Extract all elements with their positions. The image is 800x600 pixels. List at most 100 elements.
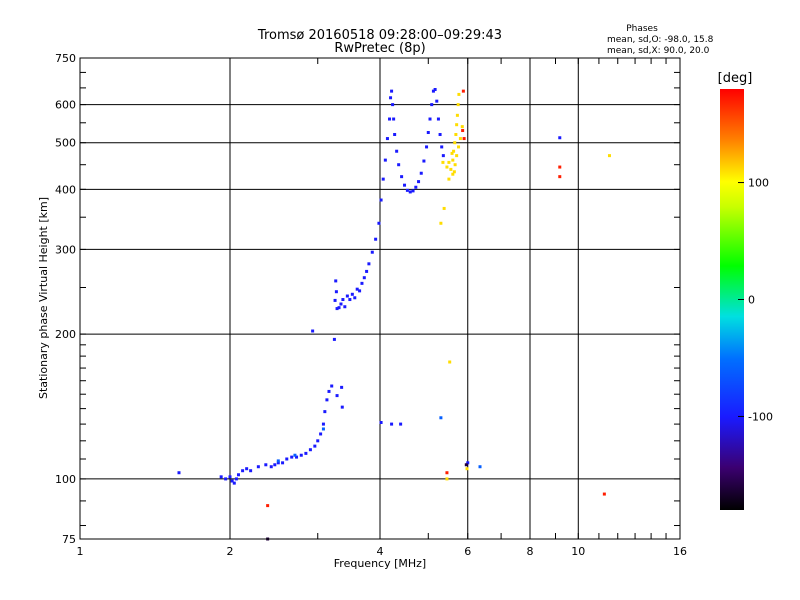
data-point <box>293 453 297 457</box>
chart-subtitle: RwPretec (8p) <box>334 41 425 56</box>
data-point <box>333 298 337 302</box>
data-point <box>451 158 455 162</box>
plot-frame <box>79 57 681 540</box>
data-point <box>276 461 280 465</box>
data-point <box>390 89 394 93</box>
data-point <box>266 504 270 508</box>
data-point <box>422 159 426 163</box>
data-point <box>348 298 352 302</box>
data-point <box>219 475 223 479</box>
colorbar-label: [deg] <box>718 71 753 86</box>
data-point <box>607 154 611 158</box>
x-tick-labels: 1 2 4 6 8 10 16 <box>77 545 688 558</box>
data-point <box>327 389 331 393</box>
x-tick-label: 16 <box>673 545 687 558</box>
data-point <box>311 329 315 333</box>
data-point <box>441 154 445 158</box>
data-point <box>334 290 338 294</box>
data-point <box>374 237 378 241</box>
data-point <box>395 149 399 153</box>
data-point <box>273 463 277 467</box>
data-point <box>403 183 407 187</box>
y-tick-label: 100 <box>55 473 76 486</box>
data-point <box>358 289 362 293</box>
data-point <box>456 103 460 107</box>
data-point <box>447 177 451 181</box>
data-point <box>370 250 374 254</box>
data-point <box>269 465 273 469</box>
y-tick-label: 200 <box>55 328 76 341</box>
data-point <box>389 96 393 100</box>
data-point <box>460 125 464 129</box>
data-point <box>391 103 395 107</box>
data-point <box>405 188 409 192</box>
data-point <box>230 479 234 483</box>
data-point <box>345 294 349 298</box>
y-tick-label: 75 <box>62 533 76 546</box>
data-point <box>461 129 465 133</box>
data-point <box>304 451 308 455</box>
data-point <box>256 465 260 469</box>
data-point <box>445 165 449 169</box>
data-point <box>249 469 253 473</box>
data-point <box>445 471 449 475</box>
data-point <box>360 281 364 285</box>
data-point <box>362 276 366 280</box>
data-point <box>447 160 451 164</box>
phase-title: Phases <box>626 24 658 34</box>
y-tick-label: 300 <box>55 243 76 256</box>
colorbar-ticks: 100 0 -100 <box>738 177 773 423</box>
data-point <box>241 469 245 473</box>
data-point <box>439 221 443 225</box>
y-tick-label: 600 <box>55 99 76 112</box>
data-point <box>451 172 455 176</box>
data-point <box>335 307 339 311</box>
data-point <box>457 92 461 96</box>
data-point <box>353 296 357 300</box>
data-point <box>377 221 381 225</box>
data-point <box>276 459 280 463</box>
data-point <box>439 416 443 420</box>
data-point <box>419 171 423 175</box>
data-point <box>281 461 285 465</box>
data-point <box>332 337 336 341</box>
y-tick-labels: 75 100 200 300 400 500 600 750 <box>55 52 76 546</box>
data-point <box>390 422 394 426</box>
data-point <box>393 133 397 137</box>
data-point <box>438 133 442 137</box>
data-point <box>464 463 468 467</box>
data-point <box>355 287 359 291</box>
data-point <box>236 473 240 477</box>
data-point <box>321 422 325 426</box>
data-point <box>381 177 385 181</box>
y-tick-label: 400 <box>55 183 76 196</box>
data-point <box>383 158 387 162</box>
data-point <box>340 385 344 389</box>
data-point <box>397 163 401 167</box>
data-point <box>436 117 440 121</box>
data-point <box>228 475 232 479</box>
x-tick-label: 10 <box>571 545 585 558</box>
y-tick-label: 750 <box>55 52 76 65</box>
x-tick-label: 2 <box>227 545 234 558</box>
x-tick-label: 8 <box>527 545 534 558</box>
data-point <box>313 444 317 448</box>
data-point <box>454 133 458 137</box>
data-point <box>224 477 228 481</box>
data-point <box>379 198 383 202</box>
data-point <box>435 99 439 103</box>
data-point <box>452 170 456 174</box>
x-tick-label: 1 <box>77 545 84 558</box>
data-point <box>426 131 430 135</box>
data-point <box>367 262 371 266</box>
data-point <box>400 175 404 179</box>
data-point <box>379 420 383 424</box>
data-point <box>232 481 236 485</box>
data-point <box>388 117 392 121</box>
phase-stats-o: mean, sd,O: -98.0, 15.8 <box>607 35 714 45</box>
data-point <box>440 145 444 149</box>
data-point <box>234 477 238 481</box>
data-point <box>558 165 562 169</box>
data-point <box>449 167 453 171</box>
